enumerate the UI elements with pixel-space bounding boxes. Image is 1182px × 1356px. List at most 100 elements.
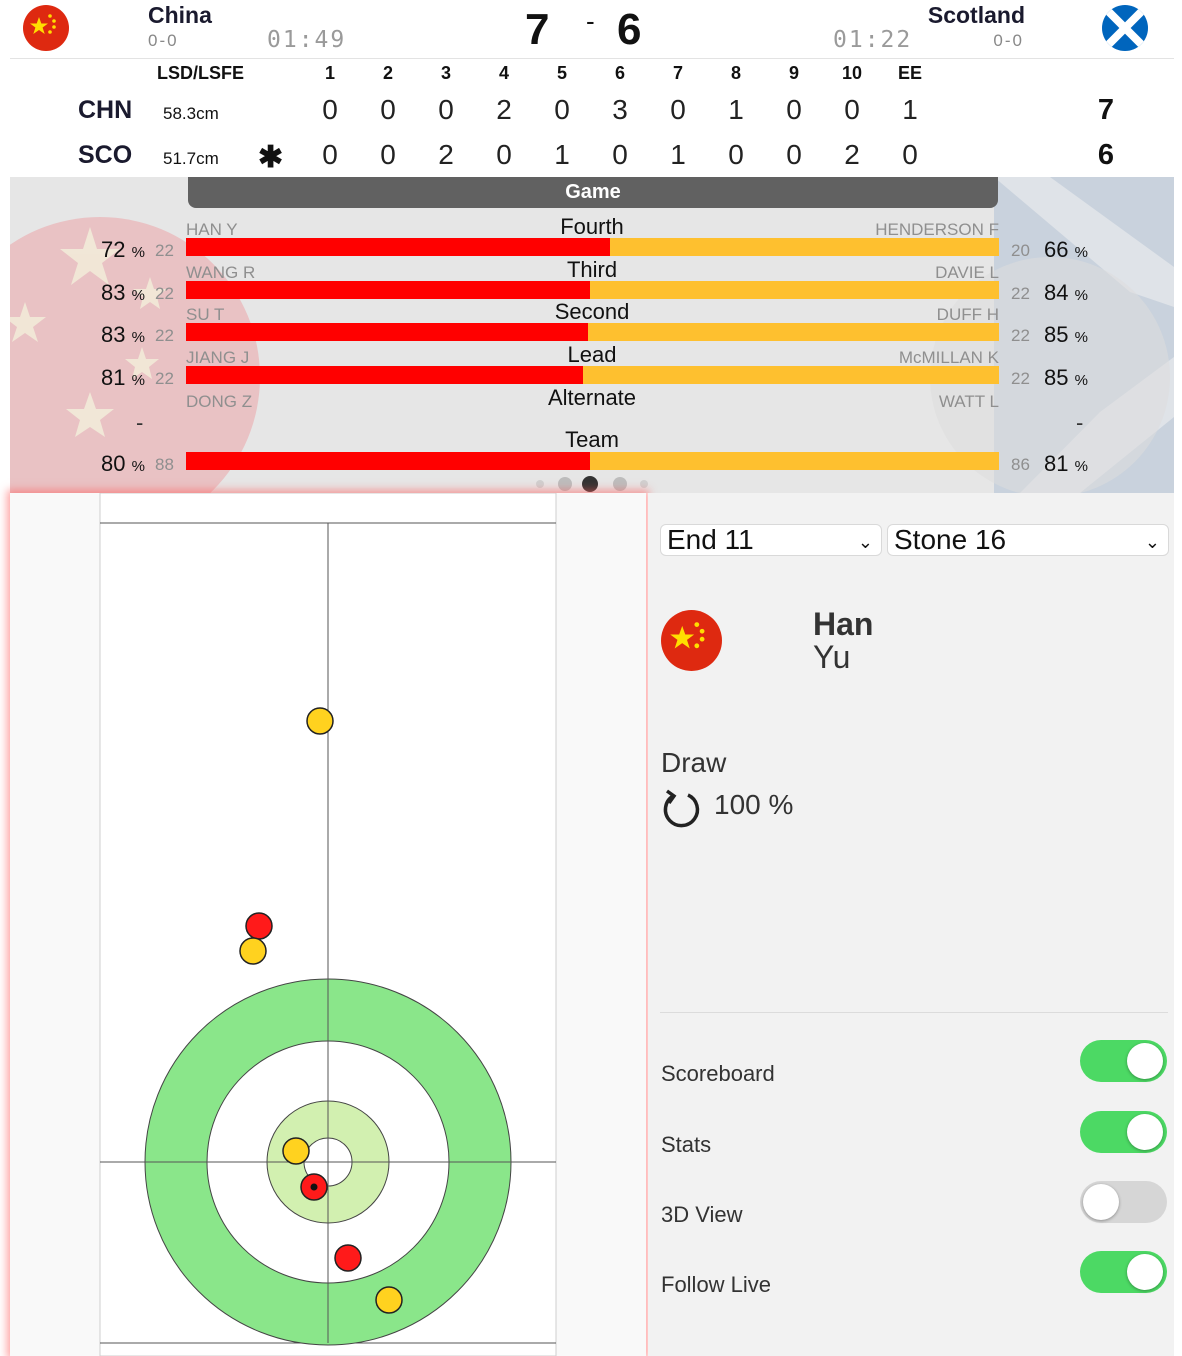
right-percentage: 85 % <box>1044 365 1088 391</box>
pct-symbol: % <box>1074 329 1088 346</box>
toggle-label: Stats <box>661 1132 712 1157</box>
end-score: 0 <box>380 94 396 125</box>
thrower-flag-icon <box>661 610 722 671</box>
pct-symbol: % <box>1074 458 1088 475</box>
right-shot-count: 86 <box>1011 455 1030 474</box>
pager-dot[interactable] <box>536 480 544 488</box>
toggle-switch[interactable] <box>1080 1181 1167 1223</box>
comparison-bar-fill <box>186 452 591 470</box>
right-player-name: DUFF H <box>936 305 999 324</box>
comparison-bar-fill <box>186 281 591 299</box>
left-shot-count: 88 <box>155 455 174 474</box>
right-percentage: 85 % <box>1044 322 1088 348</box>
toggle-knob <box>1083 1184 1119 1220</box>
left-pct-value: 81 <box>101 365 126 390</box>
end-header: 3 <box>440 63 451 83</box>
left-shot-count: 22 <box>155 326 174 345</box>
left-pct-value: 83 <box>101 322 126 347</box>
position-label: Second <box>554 299 630 324</box>
comparison-bar <box>186 281 999 299</box>
end-score: 3 <box>612 94 628 125</box>
right-shot-count: 20 <box>1011 241 1030 260</box>
toggle-switch[interactable] <box>1080 1251 1167 1293</box>
end-header: 5 <box>556 63 567 83</box>
end-score: 1 <box>902 94 918 125</box>
comparison-bar-fill <box>186 238 611 256</box>
pct-symbol: % <box>131 329 145 346</box>
end-score: 0 <box>438 94 454 125</box>
right-shot-count: 22 <box>1011 326 1030 345</box>
position-label: Fourth <box>560 214 624 239</box>
home-team-name: China <box>148 2 212 28</box>
toggle-knob <box>1127 1043 1163 1079</box>
linescore-table: LSD/LSFE 1 2 3 4 5 6 7 8 9 10 EE CHN 58.3cm 0 0 0 2 0 3 0 1… <box>10 58 1174 178</box>
pct-symbol: % <box>1074 372 1088 389</box>
pct-symbol: % <box>1074 287 1088 304</box>
hammer-icon: ✱ <box>258 141 284 174</box>
china-flag-icon <box>23 5 69 51</box>
comparison-bar <box>186 323 999 341</box>
right-pct-empty: - <box>1076 410 1084 435</box>
end-score: 1 <box>728 94 744 125</box>
end-score: 0 <box>612 139 628 170</box>
home-team-record: 0-0 <box>148 31 179 50</box>
end-score: 2 <box>844 139 860 170</box>
stone-select[interactable]: Stone 16 ⌄ <box>887 524 1169 556</box>
comparison-bar-fill <box>186 366 583 384</box>
end-score: 0 <box>844 94 860 125</box>
last-stone-marker <box>310 1183 318 1191</box>
pager-dot[interactable] <box>613 477 627 491</box>
toggle-label: Follow Live <box>661 1272 772 1297</box>
end-score: 1 <box>554 139 570 170</box>
home-thinking-clock: 01:49 <box>267 27 347 53</box>
right-player-name: DAVIE L <box>935 263 999 282</box>
toggle-switch[interactable] <box>1080 1111 1167 1153</box>
lsd-value: 58.3cm <box>163 104 219 123</box>
yellow-stone[interactable] <box>375 1286 403 1314</box>
left-player-name: WANG R <box>186 263 256 282</box>
end-header: 2 <box>382 63 393 83</box>
pager-dot[interactable] <box>558 477 572 491</box>
right-shot-count: 22 <box>1011 369 1030 388</box>
left-pct-value: 83 <box>101 280 126 305</box>
stats-tab-game[interactable]: Game <box>188 177 998 208</box>
end-select[interactable]: End 11 ⌄ <box>660 524 882 556</box>
red-stone[interactable] <box>334 1244 362 1272</box>
pager-dot[interactable] <box>582 476 598 492</box>
left-percentage: 83 % <box>101 280 145 306</box>
right-player-name: HENDERSON F <box>875 220 999 239</box>
right-player-name: WATT L <box>938 392 999 411</box>
pager-dot[interactable] <box>640 480 648 488</box>
end-score: 0 <box>322 139 338 170</box>
toggle-switch[interactable] <box>1080 1040 1167 1082</box>
end-score: 0 <box>902 139 918 170</box>
yellow-stone[interactable] <box>282 1137 310 1165</box>
end-header: 8 <box>730 63 741 83</box>
scotland-flag-icon <box>1102 5 1148 51</box>
end-select-value: End 11 <box>667 524 754 555</box>
thrower-last-name: Yu <box>813 639 851 675</box>
left-percentage: 80 % <box>101 451 145 477</box>
end-score: 2 <box>496 94 512 125</box>
left-shot-count: 22 <box>155 284 174 303</box>
scoreboard-header: China 0-0 01:49 7 - 6 01:22 Scotland 0-0 <box>10 0 1174 58</box>
position-label: Alternate <box>547 385 637 410</box>
shot-percentage: 100 % <box>714 789 794 820</box>
end-header: 10 <box>841 63 863 83</box>
left-pct-empty: - <box>136 410 144 435</box>
yellow-stone[interactable] <box>306 707 334 735</box>
yellow-stone[interactable] <box>239 937 267 965</box>
toggle-label: Scoreboard <box>661 1061 775 1086</box>
left-shot-count: 22 <box>155 369 174 388</box>
team-abbr: CHN <box>78 96 133 124</box>
away-thinking-clock: 01:22 <box>833 27 913 53</box>
score-separator: - <box>586 6 595 36</box>
shot-type: Draw <box>661 747 727 778</box>
left-player-name: DONG Z <box>186 392 253 411</box>
left-pct-value: 72 <box>101 237 126 262</box>
comparison-bar <box>186 366 999 384</box>
red-stone[interactable] <box>245 912 273 940</box>
end-header: 7 <box>672 63 683 83</box>
left-player-name: JIANG J <box>186 348 250 367</box>
end-header: EE <box>897 63 922 83</box>
